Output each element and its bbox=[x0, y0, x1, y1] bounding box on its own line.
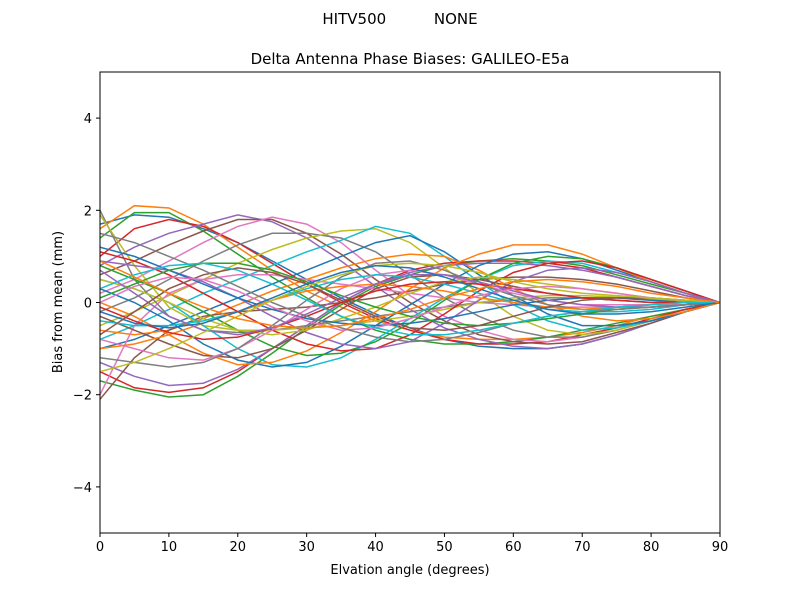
y-tick-label: 0 bbox=[84, 297, 92, 312]
x-tick-label: 20 bbox=[230, 540, 247, 555]
series-line-39 bbox=[100, 262, 720, 336]
y-tick-label: −4 bbox=[73, 481, 92, 496]
y-axis-label: Bias from mean (mm) bbox=[51, 231, 66, 373]
series-line-36 bbox=[100, 276, 720, 331]
series-line-20 bbox=[100, 251, 720, 368]
x-tick-label: 10 bbox=[161, 540, 178, 555]
x-tick-label: 30 bbox=[298, 540, 315, 555]
x-tick-label: 60 bbox=[505, 540, 522, 555]
x-axis-label: Elvation angle (degrees) bbox=[330, 563, 489, 578]
series-line-15 bbox=[100, 276, 720, 400]
y-tick-label: 4 bbox=[84, 112, 92, 127]
chart-suptitle: HITV500 NONE bbox=[322, 10, 477, 28]
y-axis-ticks: −4 −2 0 2 4 bbox=[73, 112, 100, 496]
series-line-14 bbox=[100, 262, 720, 387]
series-line-26 bbox=[100, 269, 720, 361]
series-line-5 bbox=[100, 218, 720, 345]
series-line-33 bbox=[100, 281, 720, 341]
series-line-37 bbox=[100, 232, 720, 343]
series-line-35 bbox=[100, 267, 720, 336]
series-line-29 bbox=[100, 274, 720, 327]
x-tick-label: 80 bbox=[643, 540, 660, 555]
y-tick-label: −2 bbox=[73, 389, 92, 404]
series-line-41 bbox=[100, 260, 720, 329]
x-tick-label: 0 bbox=[96, 540, 104, 555]
chart-title: Delta Antenna Phase Biases: GALILEO-E5a bbox=[251, 50, 570, 68]
y-tick-label: 2 bbox=[84, 204, 92, 219]
series-lines bbox=[100, 204, 720, 400]
x-tick-label: 90 bbox=[712, 540, 729, 555]
x-axis-ticks: 0 10 20 30 40 50 60 70 80 90 bbox=[96, 533, 728, 555]
series-line-40 bbox=[100, 264, 720, 329]
series-line-38 bbox=[100, 262, 720, 373]
x-tick-label: 40 bbox=[367, 540, 384, 555]
x-tick-label: 50 bbox=[436, 540, 453, 555]
x-tick-label: 70 bbox=[574, 540, 591, 555]
